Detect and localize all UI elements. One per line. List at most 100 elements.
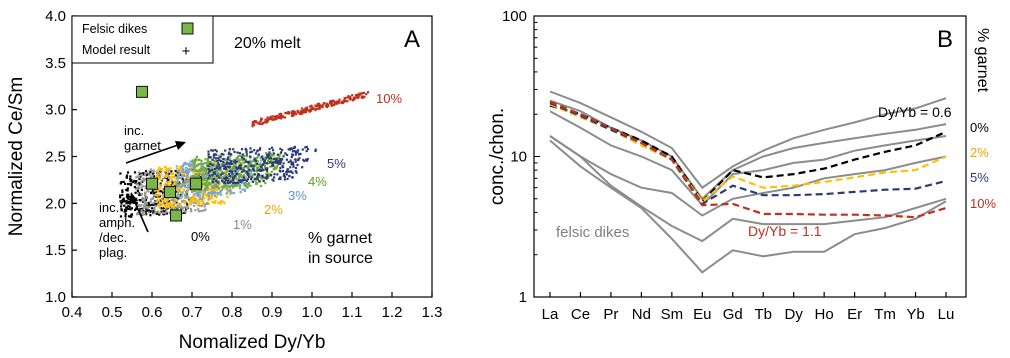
model-point — [186, 203, 189, 206]
model-point — [273, 115, 276, 118]
model-point — [318, 106, 321, 109]
model-point — [264, 166, 267, 169]
model-point — [240, 170, 243, 173]
model-point — [325, 105, 328, 109]
model-point — [264, 156, 267, 159]
model-point — [255, 169, 258, 172]
model-point — [238, 160, 241, 163]
model-point — [200, 174, 203, 177]
model-point — [137, 186, 140, 189]
model-point — [222, 161, 225, 164]
model-point — [245, 155, 248, 158]
garnet-source-line1: % garnet — [308, 230, 373, 247]
model-point — [213, 194, 216, 198]
model-point — [140, 188, 143, 191]
model-point — [292, 165, 295, 168]
model-point — [169, 167, 172, 170]
model-point — [241, 179, 244, 182]
model-point — [163, 206, 166, 209]
model-point — [186, 162, 189, 165]
model-point — [353, 96, 356, 99]
model-point — [160, 169, 163, 172]
model-point — [362, 91, 366, 94]
model-point — [161, 203, 164, 206]
model-point — [248, 168, 251, 171]
model-point — [239, 185, 242, 188]
model-point — [217, 169, 220, 172]
model-point — [149, 214, 152, 217]
model-point — [275, 114, 278, 118]
model-point — [225, 192, 228, 195]
model-point — [232, 148, 235, 151]
model-point — [217, 172, 220, 175]
model-point — [228, 185, 231, 188]
model-point — [342, 101, 345, 104]
model-point — [148, 205, 151, 208]
model-point — [196, 192, 199, 195]
model-point — [203, 190, 206, 194]
model-point — [185, 196, 188, 199]
model-point — [175, 199, 178, 202]
model-point — [213, 156, 216, 159]
model-point — [158, 176, 162, 179]
model-point — [268, 161, 271, 164]
model-point — [227, 184, 230, 187]
model-point — [286, 177, 289, 180]
model-point — [148, 204, 151, 207]
model-point — [179, 173, 182, 176]
model-point — [141, 198, 144, 201]
model-point — [360, 96, 363, 99]
model-point — [209, 156, 212, 159]
model-point — [293, 150, 296, 153]
inc-amph-line3: /dec. — [99, 230, 127, 245]
model-point — [211, 172, 214, 175]
model-point — [233, 164, 236, 167]
model-point — [152, 209, 155, 213]
model-point — [254, 161, 257, 164]
model-point — [211, 197, 214, 200]
model-point — [163, 202, 166, 205]
model-point — [338, 100, 341, 103]
model-point — [136, 198, 139, 201]
model-point — [207, 177, 210, 180]
model-point — [212, 162, 215, 165]
model-point — [157, 168, 160, 171]
felsic-dikes-label: felsic dikes — [556, 224, 629, 241]
model-point — [260, 155, 263, 158]
model-point — [228, 181, 231, 184]
model-point — [269, 165, 272, 168]
model-point — [197, 208, 200, 211]
model-point — [347, 95, 350, 98]
model-point — [232, 181, 235, 184]
model-point — [161, 194, 164, 197]
model-point — [220, 177, 223, 180]
model-point — [211, 149, 214, 152]
model-point — [205, 164, 208, 167]
model-point — [211, 163, 214, 166]
model-point — [266, 153, 269, 157]
model-point — [228, 165, 231, 168]
model-point — [230, 185, 233, 188]
model-point — [215, 150, 218, 153]
model-point — [125, 188, 128, 192]
model-point — [276, 164, 279, 167]
model-point — [195, 169, 198, 172]
model-point — [325, 102, 328, 105]
felsic-dike-points — [136, 85, 202, 222]
model-point — [227, 153, 230, 156]
model-point — [201, 169, 204, 172]
model-point — [197, 191, 200, 194]
model-point — [149, 200, 152, 204]
model-point — [214, 161, 217, 165]
model-point — [224, 177, 227, 181]
inc-amph-line4: plag. — [99, 245, 127, 260]
model-point — [179, 194, 182, 197]
model-point — [184, 197, 187, 200]
x-tick-label: Ce — [571, 306, 590, 323]
model-point — [294, 160, 297, 163]
model-point — [256, 174, 259, 177]
model-point — [251, 120, 255, 124]
model-point — [220, 163, 223, 166]
x-tick-label: 0.5 — [102, 304, 123, 321]
model-point — [205, 180, 208, 183]
